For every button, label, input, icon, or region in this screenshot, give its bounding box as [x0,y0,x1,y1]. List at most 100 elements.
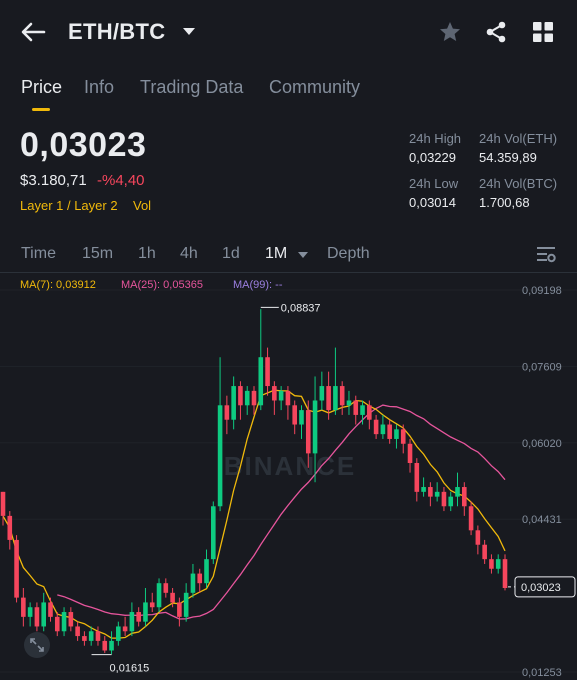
candle-body [414,462,420,492]
candle-body [61,612,67,632]
y-tick-label: 0,04431 [522,514,562,526]
candle-body [238,386,243,406]
candle-body [272,386,277,401]
candle-body [244,390,250,406]
tag-vol[interactable]: Vol [133,198,152,213]
share-icon[interactable] [484,20,508,44]
candle-body [102,640,108,651]
candle-body [468,506,474,531]
candle-body [400,429,406,444]
expand-button[interactable] [24,632,50,658]
low-marker-label: 0,01615 [110,663,150,675]
candle-body [129,612,135,632]
star-icon[interactable] [438,20,462,44]
candle-body [333,386,338,411]
candle-body [183,592,189,617]
candle-body [190,573,196,593]
tag-layer[interactable]: Layer 1 / Layer 2 [20,198,118,213]
candle-body [407,443,413,463]
watermark: BINANCE [224,451,356,481]
tf-1h[interactable]: 1h [138,245,156,262]
candle-body [434,491,440,497]
chevron-down-icon[interactable] [298,252,308,258]
y-tick-label: 0,06020 [522,438,562,450]
ma25-line [57,404,506,620]
tab-info[interactable]: Info [84,77,115,97]
candle-body [360,405,365,415]
chevron-down-icon[interactable] [183,28,195,35]
arrow-left-icon[interactable] [20,20,46,44]
high-label: 24h High [409,131,462,146]
candle-body [312,400,318,454]
tf-depth[interactable]: Depth [327,245,370,262]
vol-btc-label: 24h Vol(BTC) [479,176,558,191]
ma99-label: MA(99): -- [233,279,283,291]
candle-body [380,424,386,435]
candle-body [461,487,467,507]
candle-body [441,491,447,507]
candle-body [75,626,80,637]
y-tick-label: 0,01253 [522,667,562,679]
candle-body [373,419,379,435]
tf-1m[interactable]: 1M [265,245,288,262]
ma7-line [2,389,506,639]
candle-body [204,559,209,584]
candle-body [210,506,216,560]
divider [0,272,577,273]
candle-body [88,631,94,641]
candle-body [68,612,74,627]
vol-eth-label: 24h Vol(ETH) [479,131,558,146]
candle-body [299,410,304,425]
candle-body [224,405,230,420]
candle-body [136,612,141,622]
candle-body [149,602,155,608]
tab-community[interactable]: Community [269,77,361,97]
candle-body [122,626,128,632]
candle-body [265,357,270,387]
candle-body [285,390,291,406]
grid-icon[interactable] [532,21,554,43]
high-value: 0,03229 [409,150,456,165]
candlestick-chart[interactable]: BINANCE 0,08837 0,01615 0,03023 0,09198 0,0… [0,272,577,680]
candle-body [41,602,47,627]
candle-body [82,636,87,641]
candle-body [428,487,433,497]
candle-body [292,405,298,425]
candle-body [217,405,223,507]
chart-settings-icon[interactable] [536,244,556,264]
candle-body [21,597,26,617]
low-label: 24h Low [409,176,459,191]
candle-body [34,607,40,627]
candle-body [421,487,426,492]
tf-15m[interactable]: 15m [82,245,114,262]
pair-title[interactable]: ETH/BTC [68,19,166,44]
candle-body [455,487,460,497]
candle-body [475,530,481,545]
high-marker-label: 0,08837 [281,302,321,314]
tf-time[interactable]: Time [21,245,56,262]
candle-body [143,602,148,622]
candle-body [367,405,372,420]
last-price-box [514,576,576,598]
candle-body [54,616,60,632]
candle-body [170,592,175,603]
candle-body [177,602,182,617]
y-tick-label: 0,09198 [522,285,562,297]
tf-1d[interactable]: 1d [222,245,240,262]
price-change: -%4,40 [97,172,145,189]
tab-trading-data[interactable]: Trading Data [140,77,244,97]
y-tick-label: 0,07609 [522,361,562,373]
candle-body [353,400,359,415]
ma7-label: MA(7): 0,03912 [20,279,96,291]
candle-body [0,491,6,516]
tab-price[interactable]: Price [21,77,63,97]
candle-body [489,559,494,569]
candle-body [346,400,352,406]
candle-body [394,429,399,439]
tf-4h[interactable]: 4h [180,245,198,262]
top-bar: ETH/BTC [0,0,577,64]
candle-body [495,559,501,569]
candle-body [48,602,53,617]
usd-price: $3.180,71 [20,172,87,189]
candle-body [7,515,13,540]
